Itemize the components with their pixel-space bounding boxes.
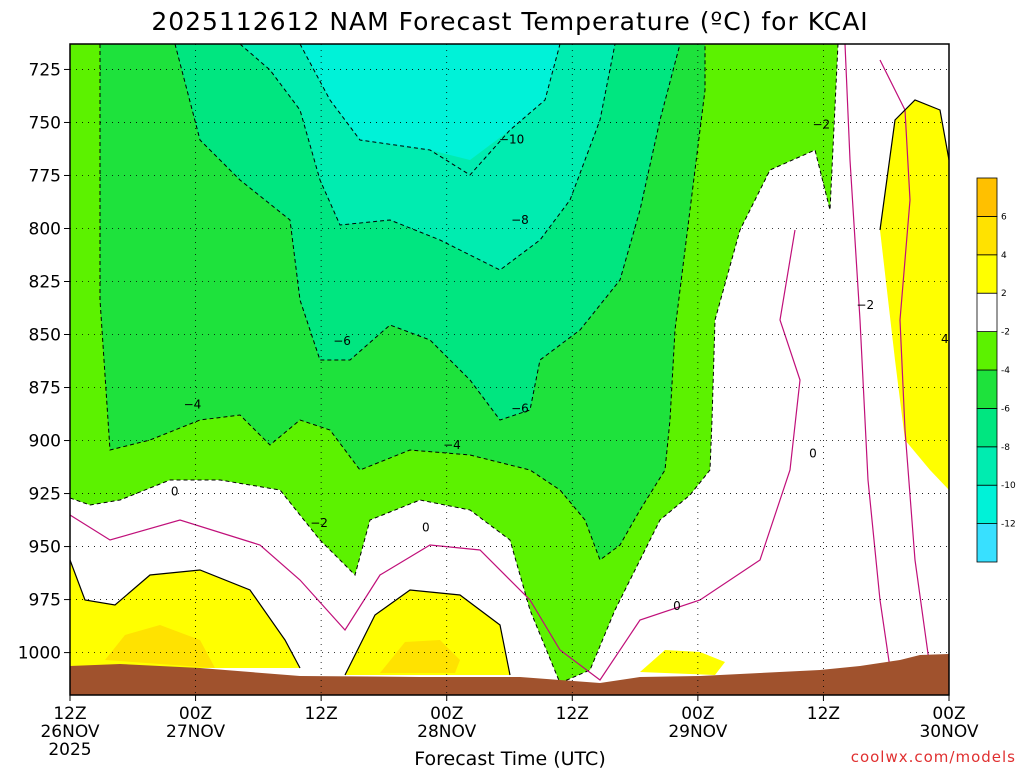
colorbar: -12 -10 -8 -6 -4 -2 2 4 6 xyxy=(976,177,1016,563)
grid-lines xyxy=(70,44,949,695)
contour-label: −4 xyxy=(184,397,202,411)
colorbar-swatch xyxy=(976,523,998,563)
plot-frame xyxy=(69,43,950,696)
contour-2-right xyxy=(879,99,950,231)
contour-label: −8 xyxy=(511,213,529,227)
y-tick-label: 925 xyxy=(29,485,61,505)
colorbar-swatch xyxy=(976,407,998,448)
contour-labels: −10 −8 −6 −6 −4 −4 −2 −2 −2 0 0 0 0 4 xyxy=(171,118,949,613)
y-tick-label: 775 xyxy=(29,166,61,186)
contour-minus-8 xyxy=(239,43,616,271)
colorbar-swatch xyxy=(976,369,998,409)
watermark: coolwx.com/models xyxy=(851,748,1016,766)
band-2-to-4-right xyxy=(880,100,949,490)
band-2-to-4-mid xyxy=(345,590,510,675)
contour-minus-4 xyxy=(99,44,706,561)
x-tick-label-year: 2025 xyxy=(48,740,91,760)
x-tick-label-date: 26NOV xyxy=(40,722,99,742)
colorbar-swatch xyxy=(976,484,998,525)
contour-label: −2 xyxy=(812,118,830,132)
x-tick-label-time: 00Z xyxy=(681,704,714,724)
colorbar-swatch xyxy=(976,177,998,217)
band-4-to-6-mid xyxy=(380,640,460,673)
colorbar-label: 2 xyxy=(1001,289,1007,299)
x-tick-label-time: 00Z xyxy=(430,704,463,724)
contour-2-mid xyxy=(344,589,511,676)
y-tick-label: 850 xyxy=(29,326,61,346)
contour-zero-right xyxy=(844,43,891,669)
contour-label: −2 xyxy=(856,298,874,312)
terrain xyxy=(70,654,949,695)
band-minus-10-to-minus-12 xyxy=(300,44,560,160)
y-tick-label: 725 xyxy=(29,60,61,80)
x-axis-label: Forecast Time (UTC) xyxy=(414,748,605,768)
colorbar-label: -2 xyxy=(1001,328,1010,338)
contour-label: 0 xyxy=(422,520,430,534)
colorbar-swatch xyxy=(976,254,998,294)
contour-minus-10 xyxy=(299,43,561,176)
x-tick-label-time: 00Z xyxy=(932,704,965,724)
x-tick-label-date: 29NOV xyxy=(668,722,727,742)
y-tick-label: 975 xyxy=(29,591,61,611)
x-tick-label-date: 28NOV xyxy=(417,722,476,742)
colorbar-label: 6 xyxy=(1001,212,1007,222)
contour-2-left xyxy=(69,559,301,669)
x-tick-label-time: 12Z xyxy=(53,704,86,724)
contour-label: 0 xyxy=(673,599,681,613)
x-tick-label-time: 12Z xyxy=(556,704,589,724)
x-tick-label-date: 30NOV xyxy=(919,722,978,742)
contour-label: 0 xyxy=(171,484,179,498)
colorbar-label: -10 xyxy=(1001,481,1016,491)
x-tick-label-time: 00Z xyxy=(179,704,212,724)
y-tick-label: 825 xyxy=(29,272,61,292)
x-tick-label-time: 12Z xyxy=(807,704,840,724)
y-tick-label: 900 xyxy=(29,432,61,452)
band-4-to-6-left xyxy=(105,625,215,668)
contour-label: −6 xyxy=(511,402,529,416)
contour-label: −2 xyxy=(310,516,328,530)
band-2-to-4-small xyxy=(640,650,725,675)
colorbar-swatch xyxy=(976,292,998,333)
colorbar-label: -6 xyxy=(1001,404,1010,414)
y-axis: 725 750 775 800 825 850 875 900 925 950 975 1000 xyxy=(18,60,70,664)
colorbar-swatch xyxy=(976,215,998,256)
y-tick-label: 875 xyxy=(29,379,61,399)
y-tick-label: 1000 xyxy=(18,644,61,664)
colorbar-label: -8 xyxy=(1001,443,1010,453)
contour-zero-main xyxy=(69,229,801,681)
plot-area: −10 −8 −6 −6 −4 −4 −2 −2 −2 0 0 0 0 4 xyxy=(69,43,950,696)
colorbar-swatch xyxy=(976,331,998,371)
contour-label: 4 xyxy=(941,332,949,346)
x-tick-label-time: 12Z xyxy=(305,704,338,724)
colorbar-label: -4 xyxy=(1001,366,1010,376)
y-tick-label: 800 xyxy=(29,219,61,239)
y-tick-label: 750 xyxy=(29,113,61,133)
contour-label: −4 xyxy=(443,438,461,452)
y-tick-label: 950 xyxy=(29,538,61,558)
contour-label: −6 xyxy=(333,334,351,348)
contour-label: 0 xyxy=(809,446,817,460)
contour-label: −10 xyxy=(499,132,524,146)
x-tick-label-date: 27NOV xyxy=(166,722,225,742)
chart-title: 2025112612 NAM Forecast Temperature (ºC)… xyxy=(151,7,868,36)
colorbar-label: -12 xyxy=(1001,520,1016,530)
colorbar-swatch xyxy=(976,446,998,486)
colorbar-label: 4 xyxy=(1001,251,1007,261)
